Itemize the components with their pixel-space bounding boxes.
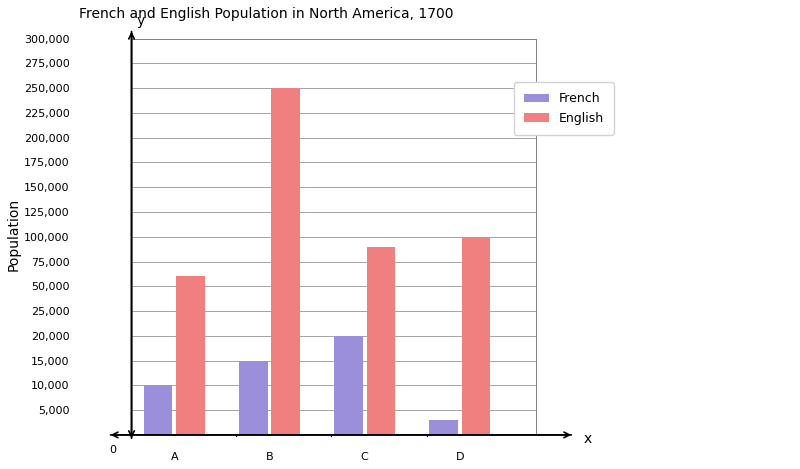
Bar <box>239 361 268 435</box>
Bar <box>366 247 395 435</box>
Bar <box>430 420 458 435</box>
Text: y: y <box>136 14 145 28</box>
Legend: French, English: French, English <box>514 83 614 135</box>
Bar <box>334 336 363 435</box>
Bar <box>271 88 300 435</box>
Text: 0: 0 <box>109 445 116 455</box>
Bar <box>462 237 490 435</box>
Text: French and English Population in North America, 1700: French and English Population in North A… <box>79 7 454 21</box>
Bar <box>176 276 205 435</box>
Bar <box>144 386 173 435</box>
Y-axis label: Population: Population <box>7 198 21 271</box>
Text: x: x <box>584 431 592 446</box>
